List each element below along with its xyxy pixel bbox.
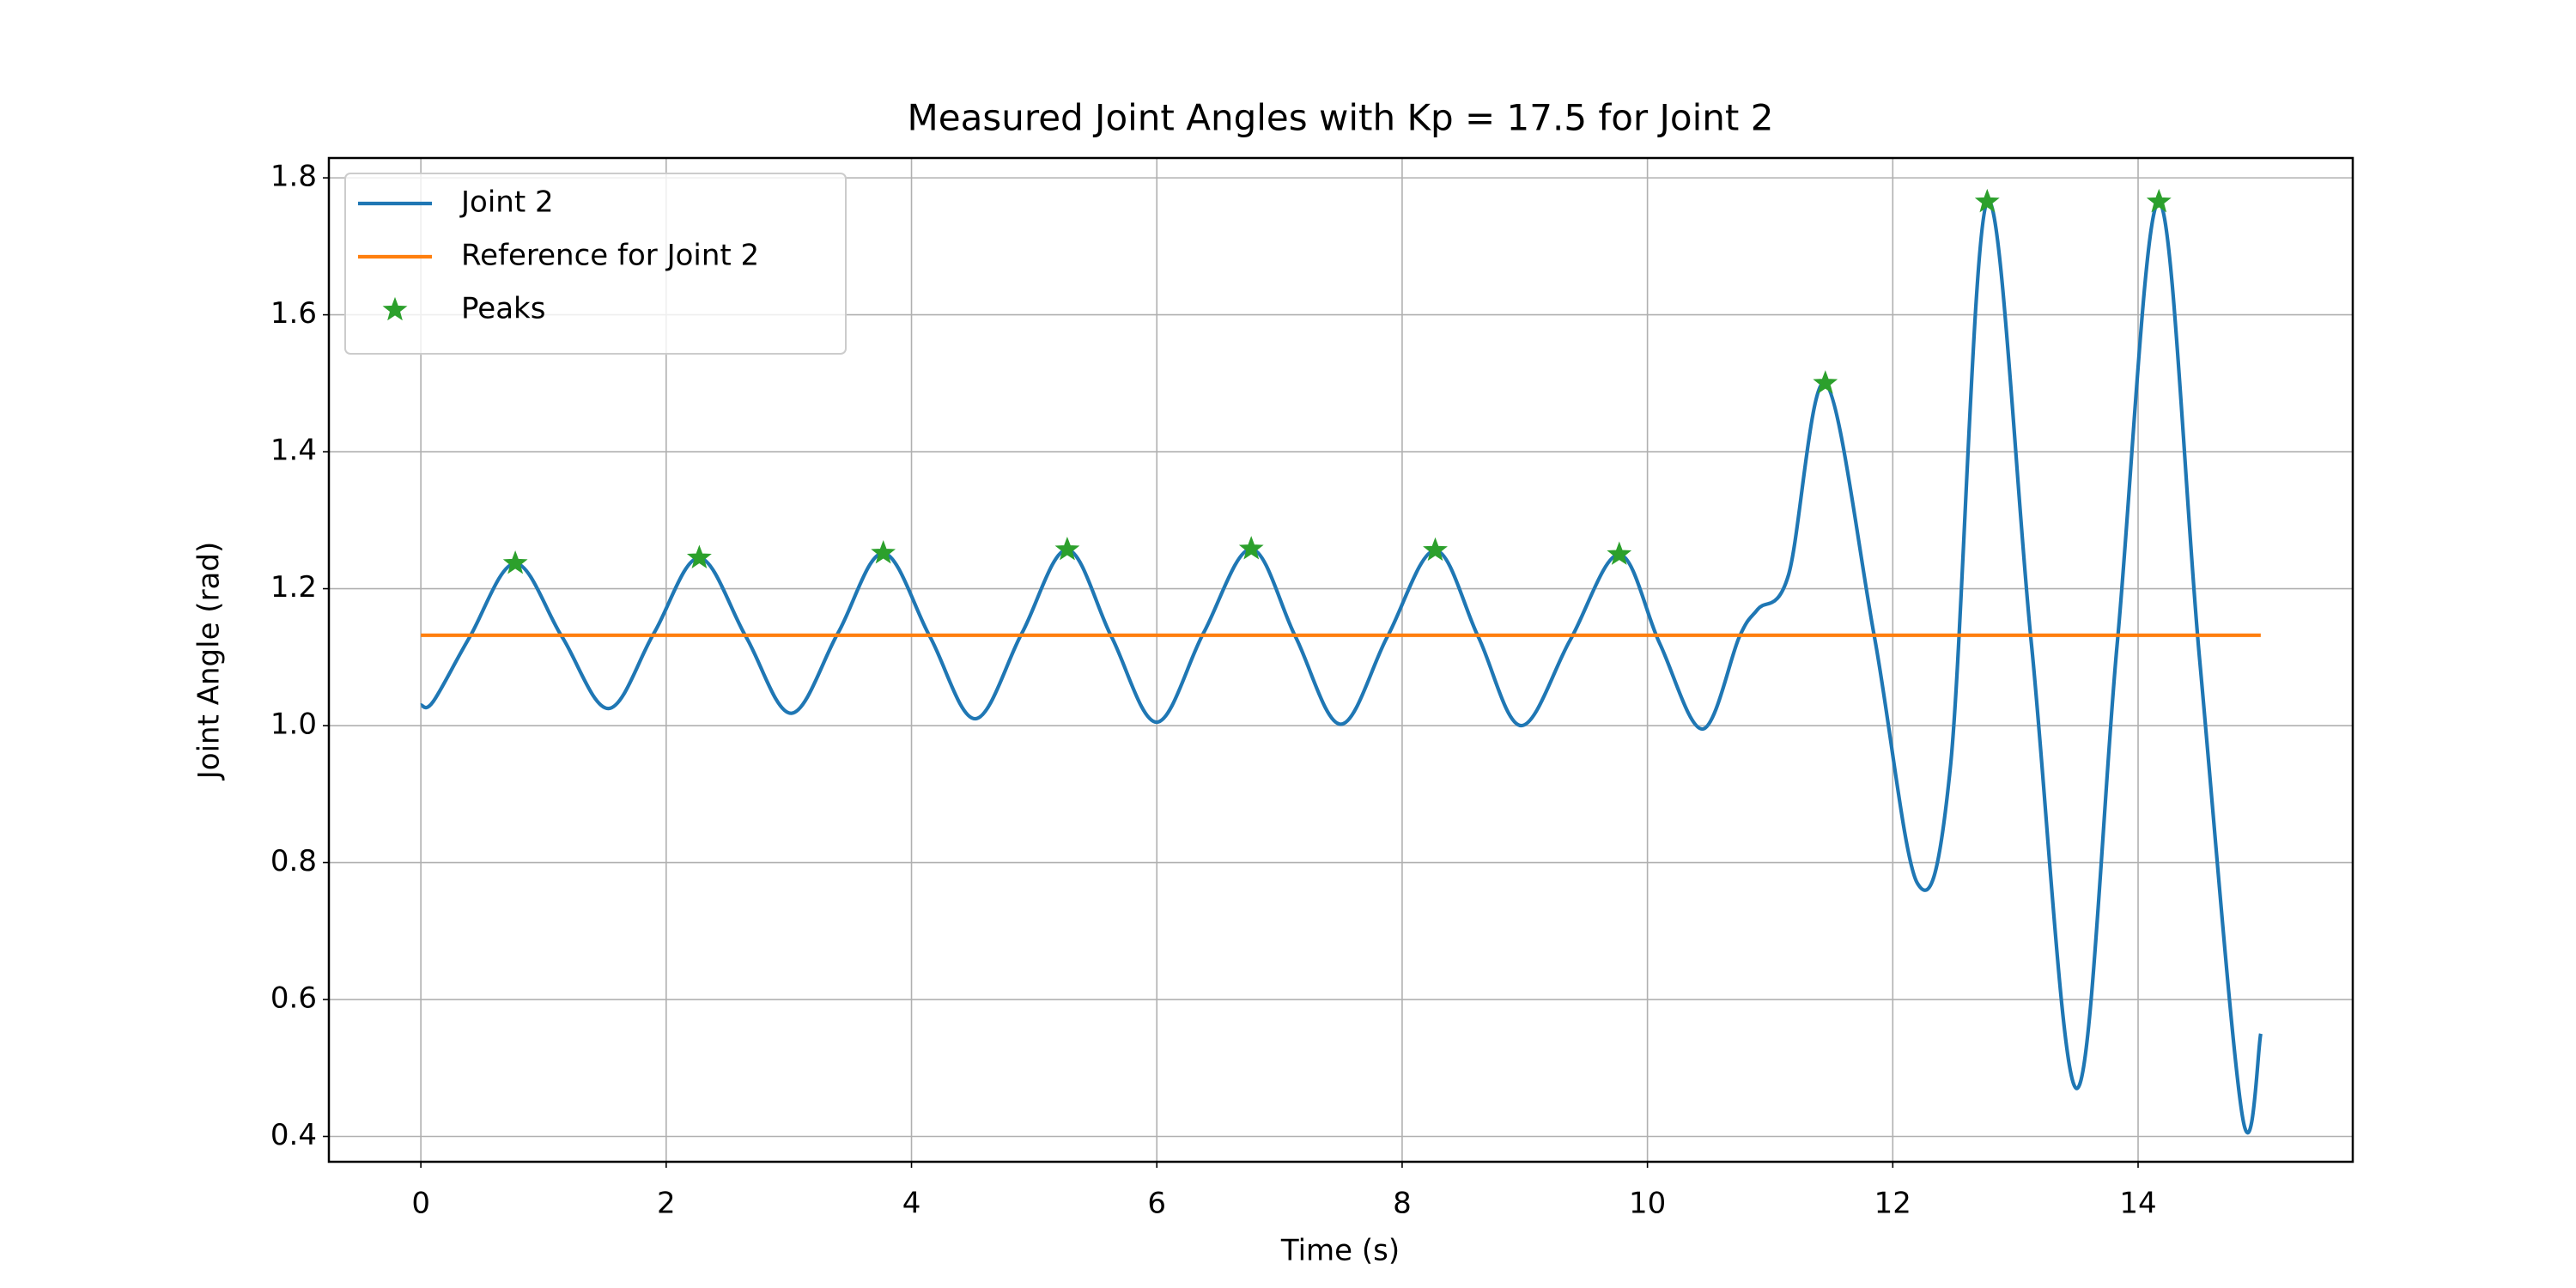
x-tick-label: 8 — [1393, 1187, 1412, 1221]
y-tick-label: 1.6 — [270, 296, 317, 331]
y-tick-label: 1.0 — [270, 708, 317, 742]
legend-box — [344, 173, 847, 355]
peak-marker — [502, 550, 528, 574]
y-tick-label: 0.6 — [270, 981, 317, 1016]
peak-marker — [686, 544, 712, 568]
axes-frame — [327, 156, 2354, 1163]
grid — [329, 158, 2353, 1162]
y-axis-label: Joint Angle (rad) — [192, 542, 227, 781]
peak-marker — [1054, 536, 1080, 561]
x-tick-label: 4 — [902, 1187, 921, 1221]
x-tick-label: 14 — [2119, 1187, 2156, 1221]
y-tick-label: 1.8 — [270, 160, 317, 194]
peak-marker — [871, 539, 896, 564]
data-line — [420, 198, 2263, 1135]
x-tick-label: 0 — [411, 1187, 430, 1221]
y-tick-label: 0.8 — [270, 844, 317, 878]
peak-marker — [1813, 370, 1838, 394]
peak-marker — [1238, 536, 1264, 560]
peak-marker — [1423, 537, 1448, 562]
chart-title: Measured Joint Angles with Kp = 17.5 for… — [908, 97, 1774, 139]
peak-marker — [1974, 188, 2000, 213]
x-tick-label: 12 — [1874, 1187, 1911, 1221]
x-tick-label: 10 — [1629, 1187, 1666, 1221]
x-tick-label: 6 — [1147, 1187, 1166, 1221]
legend-marker — [382, 296, 408, 321]
legend-label: Joint 2 — [459, 185, 554, 220]
plot-area — [420, 188, 2263, 1135]
y-tick-label: 1.2 — [270, 570, 317, 605]
x-tick-label: 2 — [657, 1187, 676, 1221]
y-tick-label: 0.4 — [270, 1118, 317, 1152]
legend: Joint 2 Reference for Joint 2 Peaks — [344, 173, 847, 355]
legend-label: Peaks — [461, 292, 545, 326]
ticks: 0 2 4 6 8 10 12 14 0.4 0.6 0.8 1.0 1.2 1.4 1.6 1.8 — [270, 160, 2157, 1221]
x-axis-label: Time (s) — [1280, 1234, 1400, 1268]
peak-marker — [2146, 188, 2172, 213]
y-tick-label: 1.4 — [270, 434, 317, 468]
peak-marker — [1607, 541, 1632, 565]
legend-label: Reference for Joint 2 — [461, 239, 759, 273]
